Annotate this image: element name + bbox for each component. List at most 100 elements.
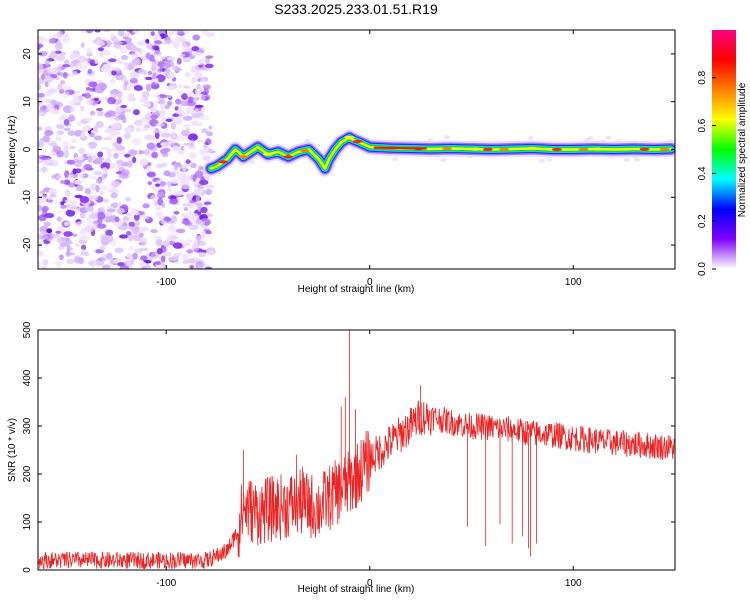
- spectrogram-ridge: [203, 129, 675, 177]
- noise-blob: [205, 177, 212, 181]
- noise-blob: [88, 205, 94, 212]
- noise-blob: [53, 260, 63, 266]
- noise-blob: [81, 30, 86, 34]
- noise-blob: [56, 175, 62, 179]
- noise-blob: [100, 254, 108, 262]
- noise-blob: [123, 64, 131, 71]
- noise-blob: [114, 216, 120, 223]
- ridge-hotspot: [499, 147, 509, 151]
- noise-blob: [164, 105, 170, 110]
- x-tick-label: 100: [565, 578, 582, 589]
- noise-blob: [142, 90, 150, 99]
- noise-blob: [176, 57, 182, 65]
- colorbar-gradient: [712, 30, 736, 269]
- noise-blob: [44, 98, 53, 103]
- noise-blob: [74, 160, 83, 168]
- noise-blob: [67, 174, 75, 180]
- noise-blob: [85, 117, 93, 122]
- noise-blob: [197, 122, 203, 127]
- noise-blob: [200, 91, 207, 95]
- ridge-hotspot: [659, 147, 670, 151]
- noise-blob: [166, 100, 173, 106]
- noise-blob: [177, 107, 183, 115]
- y-tick-label: 0: [22, 146, 33, 152]
- noise-blob: [44, 59, 50, 67]
- noise-blob: [140, 255, 148, 261]
- noise-blob: [160, 148, 168, 155]
- noise-blob: [51, 233, 61, 238]
- noise-blob: [178, 53, 186, 57]
- spectrogram-y-ticks: -20 -10 0 10 20: [22, 48, 675, 252]
- noise-blob: [69, 146, 76, 149]
- noise-blob: [67, 241, 74, 245]
- noise-blob: [97, 151, 104, 158]
- noise-blob: [77, 173, 85, 178]
- noise-blob: [173, 190, 184, 197]
- noise-blob: [169, 198, 179, 205]
- noise-blob: [89, 213, 98, 220]
- noise-blob: [130, 52, 138, 57]
- noise-blob: [66, 244, 71, 253]
- noise-blob: [174, 106, 179, 111]
- noise-blob: [184, 71, 190, 78]
- noise-blob: [48, 188, 57, 196]
- noise-blob: [151, 151, 159, 159]
- noise-blob: [93, 125, 98, 133]
- noise-blob: [116, 208, 125, 213]
- noise-blob: [163, 251, 172, 257]
- noise-blob: [126, 253, 133, 258]
- noise-blob: [183, 85, 190, 89]
- noise-blob: [39, 156, 49, 160]
- noise-blob: [123, 132, 131, 140]
- noise-blob: [51, 69, 58, 75]
- noise-blob: [202, 84, 211, 90]
- noise-blob: [156, 236, 162, 240]
- colorbar-tick-label: 0.8: [697, 70, 708, 84]
- noise-blob: [100, 66, 109, 73]
- faint-blob: [623, 157, 630, 162]
- noise-blob: [143, 149, 151, 156]
- noise-blob: [38, 51, 48, 57]
- noise-blob: [116, 136, 123, 144]
- noise-blob: [128, 149, 138, 157]
- faint-blob: [444, 135, 450, 140]
- snr-frame: [37, 329, 676, 571]
- noise-blob: [63, 179, 71, 185]
- noise-blob: [50, 151, 56, 157]
- noise-blob: [125, 212, 133, 216]
- noise-blob: [113, 258, 121, 264]
- noise-blob: [117, 225, 128, 231]
- noise-blob: [175, 228, 186, 234]
- ridge-hotspot: [238, 155, 249, 159]
- snr-x-ticks: -100 0 100: [156, 330, 582, 589]
- noise-blob: [200, 206, 208, 214]
- noise-blob: [198, 179, 209, 186]
- x-tick-label: 100: [565, 277, 582, 288]
- noise-blob: [184, 239, 193, 243]
- noise-blob: [62, 91, 70, 98]
- noise-blob: [82, 125, 92, 131]
- noise-blob: [155, 206, 162, 211]
- noise-blob: [142, 103, 151, 107]
- noise-blob: [195, 259, 205, 267]
- noise-blob: [188, 145, 196, 149]
- colorbar-tick-label: 0.6: [697, 118, 708, 132]
- noise-blob: [178, 84, 183, 89]
- noise-blob: [150, 251, 160, 259]
- noise-blob: [43, 160, 51, 164]
- noise-blob: [68, 205, 78, 211]
- y-tick-label: 10: [22, 96, 33, 108]
- noise-blob: [162, 247, 168, 252]
- noise-blob: [81, 93, 86, 97]
- noise-blob: [144, 134, 155, 141]
- noise-blob: [133, 85, 143, 91]
- noise-blob: [79, 220, 88, 224]
- noise-blob: [173, 211, 180, 215]
- noise-blob: [199, 79, 206, 83]
- noise-blob: [124, 36, 132, 44]
- noise-blob: [131, 226, 140, 235]
- noise-blob: [180, 180, 190, 186]
- noise-blob: [153, 34, 162, 43]
- noise-blob: [167, 172, 176, 178]
- noise-blob: [160, 142, 167, 147]
